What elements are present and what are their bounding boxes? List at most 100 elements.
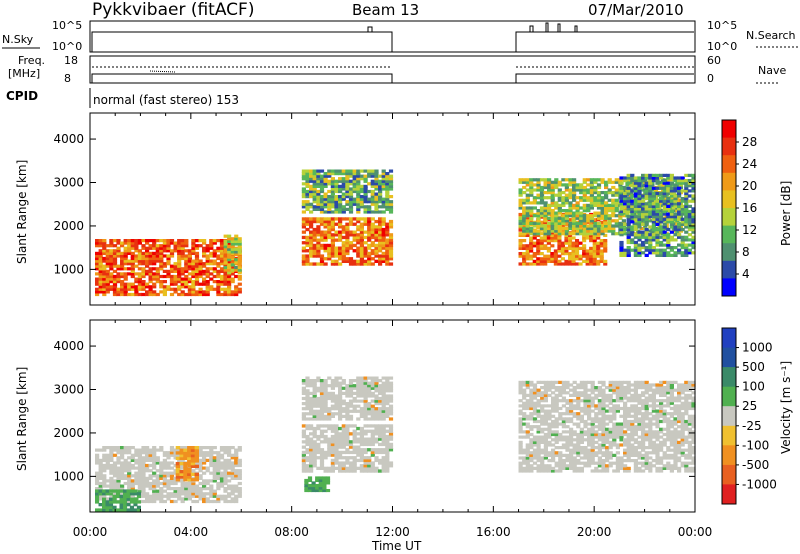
data-cell: [553, 254, 558, 258]
data-cell: [116, 448, 121, 452]
data-cell: [540, 427, 545, 431]
data-cell: [593, 224, 598, 228]
data-cell: [209, 489, 214, 493]
data-cell: [579, 229, 584, 233]
data-cell: [305, 195, 310, 199]
data-cell: [359, 202, 364, 206]
data-cell: [687, 212, 692, 216]
data-cell: [568, 211, 573, 215]
data-cell: [529, 414, 534, 418]
data-cell: [614, 178, 619, 182]
data-cell: [152, 494, 157, 498]
data-cell: [127, 251, 132, 255]
data-cell: [227, 241, 232, 245]
data-cell: [227, 285, 232, 289]
data-cell: [348, 386, 354, 390]
data-cell: [359, 243, 364, 248]
data-cell: [323, 396, 328, 401]
data-cell: [370, 233, 375, 237]
data-cell: [148, 272, 153, 276]
data-cell: [319, 174, 325, 178]
data-cell: [356, 189, 361, 194]
data-cell: [381, 257, 386, 261]
data-cell: [367, 257, 372, 261]
data-cell: [194, 456, 199, 460]
data-cell: [582, 198, 587, 202]
data-cell: [341, 195, 346, 199]
data-cell: [141, 487, 146, 491]
data-cell: [105, 461, 110, 465]
data-cell: [102, 446, 107, 450]
data-cell: [316, 424, 321, 428]
data-cell: [367, 440, 372, 444]
data-cell: [141, 499, 146, 504]
data-cell: [216, 461, 221, 465]
data-cell: [359, 381, 364, 385]
data-cell: [126, 492, 131, 496]
data-cell: [630, 199, 635, 203]
data-cell: [173, 277, 178, 281]
data-cell: [525, 404, 530, 408]
data-cell: [305, 402, 310, 406]
data-cell: [378, 424, 383, 428]
data-cell: [684, 246, 689, 250]
data-cell: [194, 446, 199, 450]
data-cell: [529, 399, 534, 403]
data-cell: [230, 277, 235, 281]
data-cell: [525, 469, 530, 473]
data-cell: [209, 287, 214, 291]
data-cell: [230, 466, 235, 470]
data-cell: [356, 381, 361, 385]
data-cell: [669, 253, 674, 257]
data-cell: [169, 461, 175, 465]
data-cell: [237, 290, 242, 294]
data-cell: [525, 249, 530, 253]
data-cell: [334, 466, 339, 470]
data-cell: [522, 232, 527, 236]
data-cell: [309, 230, 314, 234]
data-cell: [363, 207, 368, 211]
data-cell: [619, 202, 624, 206]
data-cell: [155, 494, 160, 498]
data-cell: [554, 203, 559, 207]
data-cell: [129, 500, 134, 504]
data-cell: [223, 448, 228, 452]
data-cell: [202, 481, 207, 486]
data-cell: [305, 466, 310, 470]
data-cell: [95, 497, 100, 501]
data-cell: [540, 440, 545, 444]
data-cell: [522, 219, 527, 223]
data-cell: [301, 246, 306, 250]
data-cell: [330, 381, 335, 385]
data-cell: [600, 206, 605, 210]
data-cell: [334, 381, 339, 385]
data-cell: [611, 191, 616, 195]
data-cell: [571, 241, 576, 245]
data-cell: [625, 211, 630, 215]
data-cell: [145, 272, 150, 276]
data-cell: [659, 228, 664, 232]
data-cell: [669, 217, 674, 221]
data-cell: [120, 264, 125, 268]
data-cell: [334, 200, 339, 204]
data-cell: [129, 505, 134, 509]
data-cell: [525, 459, 530, 463]
data-cell: [687, 215, 692, 219]
data-cell: [198, 267, 203, 271]
data-cell: [173, 241, 178, 245]
data-cell: [312, 195, 317, 199]
data-cell: [330, 249, 335, 253]
data-cell: [116, 487, 121, 491]
data-cell: [334, 189, 339, 194]
data-cell: [180, 244, 185, 248]
data-cell: [95, 453, 100, 457]
data-cell: [112, 508, 117, 512]
data-cell: [184, 274, 189, 279]
data-cell: [345, 195, 350, 199]
data-cell: [319, 177, 325, 181]
data-cell: [543, 209, 548, 213]
data-cell: [309, 169, 314, 173]
data-cell: [359, 189, 364, 194]
data-cell: [173, 267, 178, 271]
data-cell: [568, 214, 573, 218]
